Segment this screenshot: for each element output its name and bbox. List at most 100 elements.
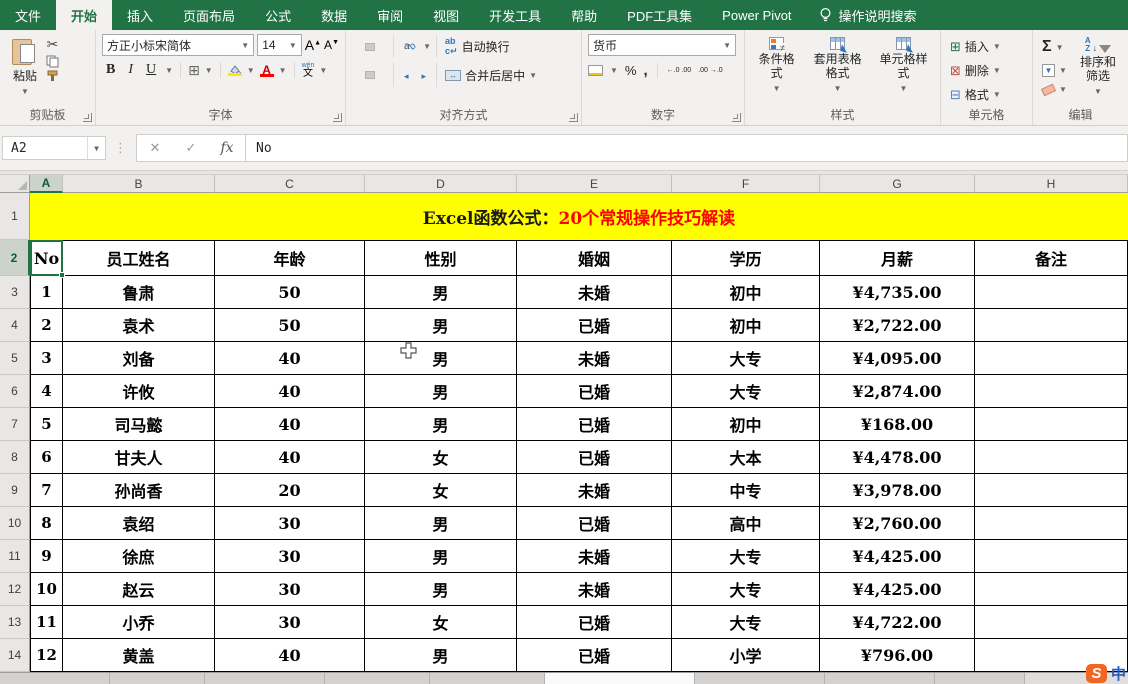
header-cell-性别[interactable]: 性别 [365, 240, 517, 276]
sheet-tab[interactable] [695, 673, 825, 684]
underline-button[interactable]: U [146, 62, 157, 77]
alignment-dialog-launcher[interactable] [569, 113, 578, 122]
tab-文件[interactable]: 文件 [15, 8, 42, 24]
cell-E8[interactable]: 已婚 [517, 441, 672, 474]
cell-C12[interactable]: 30 [215, 573, 365, 606]
clipboard-dialog-launcher[interactable] [83, 113, 92, 122]
cell-H4[interactable] [975, 309, 1128, 342]
copy-icon[interactable] [46, 55, 59, 68]
cut-icon[interactable]: ✂ [46, 36, 59, 52]
fill-color-dropdown[interactable]: ▼ [246, 65, 255, 75]
row-header-13[interactable]: 13 [0, 606, 30, 639]
row-header-12[interactable]: 12 [0, 573, 30, 606]
cell-C5[interactable]: 40 [215, 342, 365, 375]
cell-A7[interactable]: 5 [30, 408, 63, 441]
cell-A14[interactable]: 12 [30, 639, 63, 672]
ime-indicator[interactable]: S 中 [1085, 663, 1126, 684]
increase-decimal-button[interactable]: ←.0 .00 [666, 66, 692, 74]
cell-F3[interactable]: 初中 [672, 276, 820, 309]
cell-G10[interactable]: ¥2,760.00 [820, 507, 975, 540]
column-header-D[interactable]: D [365, 175, 517, 193]
cell-C9[interactable]: 20 [215, 474, 365, 507]
cell-C14[interactable]: 40 [215, 639, 365, 672]
cell-D9[interactable]: 女 [365, 474, 517, 507]
sheet-tab[interactable] [325, 673, 430, 684]
cell-E5[interactable]: 未婚 [517, 342, 672, 375]
column-header-B[interactable]: B [63, 175, 215, 193]
fill-handle[interactable] [59, 272, 65, 278]
decrease-decimal-button[interactable]: .00 →.0 [698, 66, 723, 74]
title-banner-cell[interactable]: Excel函数公式： 20个常规操作技巧解读 [30, 193, 1128, 240]
cell-C13[interactable]: 30 [215, 606, 365, 639]
cell-A8[interactable]: 6 [30, 441, 63, 474]
cell-D11[interactable]: 男 [365, 540, 517, 573]
cell-C7[interactable]: 40 [215, 408, 365, 441]
cell-B10[interactable]: 袁绍 [63, 507, 215, 540]
cell-C10[interactable]: 30 [215, 507, 365, 540]
tab-插入[interactable]: 插入 [127, 8, 154, 24]
cell-B8[interactable]: 甘夫人 [63, 441, 215, 474]
cell-F11[interactable]: 大专 [672, 540, 820, 573]
cell-G13[interactable]: ¥4,722.00 [820, 606, 975, 639]
font-size-combo[interactable]: 14 ▼ [257, 34, 302, 56]
column-header-H[interactable]: H [975, 175, 1128, 193]
cell-A9[interactable]: 7 [30, 474, 63, 507]
cell-B9[interactable]: 孙尚香 [63, 474, 215, 507]
fill-color-button[interactable] [227, 64, 242, 76]
cell-G7[interactable]: ¥168.00 [820, 408, 975, 441]
cell-E6[interactable]: 已婚 [517, 375, 672, 408]
name-box[interactable]: A2 ▼ [2, 136, 106, 160]
cell-B5[interactable]: 刘备 [63, 342, 215, 375]
cell-G5[interactable]: ¥4,095.00 [820, 342, 975, 375]
cell-C4[interactable]: 50 [215, 309, 365, 342]
cell-E3[interactable]: 未婚 [517, 276, 672, 309]
merge-center-button[interactable]: ↔ 合并后居中 ▼ [442, 65, 540, 86]
column-header-A[interactable]: A [30, 175, 63, 193]
cell-G6[interactable]: ¥2,874.00 [820, 375, 975, 408]
header-cell-年龄[interactable]: 年龄 [215, 240, 365, 276]
shrink-font-button[interactable]: A▼ [324, 38, 339, 52]
cell-C6[interactable]: 40 [215, 375, 365, 408]
align-left-button[interactable] [352, 71, 362, 79]
cell-A3[interactable]: 1 [30, 276, 63, 309]
cancel-icon[interactable]: ✕ [149, 140, 161, 155]
orientation-dropdown[interactable]: ▼ [423, 42, 432, 51]
row-header-7[interactable]: 7 [0, 408, 30, 441]
cell-F12[interactable]: 大专 [672, 573, 820, 606]
align-top-button[interactable] [352, 43, 362, 51]
cell-D5[interactable]: 男 [365, 342, 517, 375]
cell-B12[interactable]: 赵云 [63, 573, 215, 606]
cell-B14[interactable]: 黄盖 [63, 639, 215, 672]
tab-页面布局[interactable]: 页面布局 [183, 8, 236, 24]
wrap-text-button[interactable]: ab c↵ 自动换行 [442, 34, 513, 59]
header-cell-学历[interactable]: 学历 [672, 240, 820, 276]
align-bottom-button[interactable] [378, 43, 388, 51]
row-header-10[interactable]: 10 [0, 507, 30, 540]
font-name-combo[interactable]: 方正小标宋简体 ▼ [102, 34, 255, 56]
insert-function-icon[interactable]: fx [220, 140, 234, 156]
cell-E14[interactable]: 已婚 [517, 639, 672, 672]
sheet-tab[interactable] [0, 673, 110, 684]
cell-H3[interactable] [975, 276, 1128, 309]
row-header-8[interactable]: 8 [0, 441, 30, 474]
column-header-F[interactable]: F [672, 175, 820, 193]
cell-H11[interactable] [975, 540, 1128, 573]
align-middle-button[interactable] [365, 42, 375, 51]
cell-G14[interactable]: ¥796.00 [820, 639, 975, 672]
row-header-14[interactable]: 14 [0, 639, 30, 672]
clear-button[interactable]: ▼ [1039, 83, 1070, 96]
autosum-button[interactable]: Σ ▼ [1039, 36, 1070, 58]
sheet-tab[interactable] [110, 673, 205, 684]
cell-D13[interactable]: 女 [365, 606, 517, 639]
cell-A5[interactable]: 3 [30, 342, 63, 375]
tell-me-search[interactable]: 操作说明搜索 [807, 0, 929, 30]
select-all-button[interactable] [0, 175, 30, 193]
insert-cells-button[interactable]: ⊞ 插入 ▼ [947, 36, 1004, 57]
format-as-table-button[interactable]: 套用表格格式 ▼ [802, 34, 873, 108]
cell-D7[interactable]: 男 [365, 408, 517, 441]
row-header-3[interactable]: 3 [0, 276, 30, 309]
cell-G12[interactable]: ¥4,425.00 [820, 573, 975, 606]
cell-D3[interactable]: 男 [365, 276, 517, 309]
tab-开发工具[interactable]: 开发工具 [489, 8, 542, 24]
